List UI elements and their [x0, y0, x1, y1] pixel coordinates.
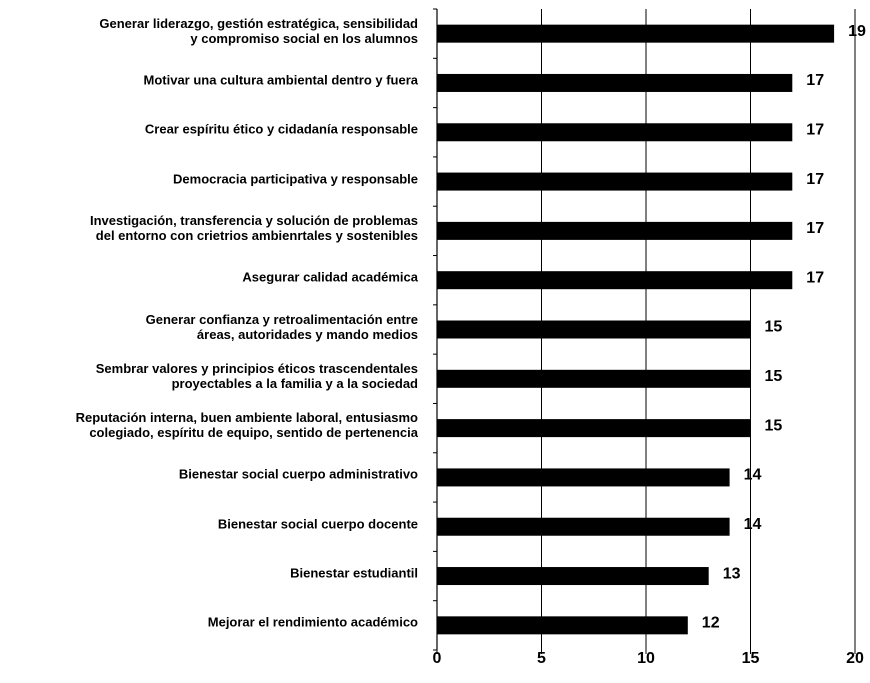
bar [437, 271, 793, 290]
x-tick-label: 0 [433, 650, 442, 667]
x-tick-label: 5 [537, 650, 546, 667]
value-label: 19 [848, 23, 866, 40]
value-label: 14 [744, 467, 762, 484]
y-tick-label: Bienestar social cuerpo administrativo [178, 466, 418, 482]
y-tick-label: Motivar una cultura ambiental dentro y f… [143, 72, 419, 88]
y-tick-label: Generar confianza y retroalimentación en… [145, 311, 418, 342]
y-tick-label: Democracia participativa y responsable [173, 171, 418, 187]
x-tick-label: 20 [846, 650, 864, 667]
y-tick-label: Mejorar el rendimiento académico [207, 614, 418, 630]
x-tick-label: 10 [637, 650, 655, 667]
value-label: 17 [806, 121, 824, 138]
bar [437, 517, 730, 536]
value-label: 15 [765, 368, 783, 385]
x-tick-label: 15 [742, 650, 760, 667]
value-label: 17 [806, 72, 824, 89]
bar [437, 567, 709, 586]
bar [437, 221, 793, 240]
y-tick-label: Crear espíritu ético y cidadanía respons… [144, 121, 418, 137]
value-label: 17 [806, 269, 824, 286]
value-label: 14 [744, 516, 762, 533]
value-label: 12 [702, 615, 720, 632]
bar [437, 616, 688, 635]
value-label: 13 [723, 565, 741, 582]
bar [437, 320, 751, 339]
bar [437, 73, 793, 92]
y-tick-label: Sembrar valores y principios éticos tras… [95, 360, 418, 391]
y-tick-label: Reputación interna, buen ambiente labora… [75, 410, 418, 441]
y-tick-label: Asegurar calidad académica [242, 269, 418, 285]
bar [437, 172, 793, 191]
bar [437, 123, 793, 142]
value-label: 15 [765, 417, 783, 434]
value-label: 17 [806, 171, 824, 188]
bar [437, 468, 730, 487]
y-tick-label: Bienestar estudiantil [290, 565, 418, 581]
value-label: 17 [806, 220, 824, 237]
y-tick-label: Generar liderazgo, gestión estratégica, … [99, 15, 418, 46]
bar [437, 419, 751, 438]
y-tick-label: Investigación, transferencia y solución … [90, 212, 418, 243]
value-label: 15 [765, 319, 783, 336]
bar [437, 369, 751, 388]
y-tick-label: Bienestar social cuerpo docente [217, 516, 418, 532]
bar [437, 24, 835, 43]
